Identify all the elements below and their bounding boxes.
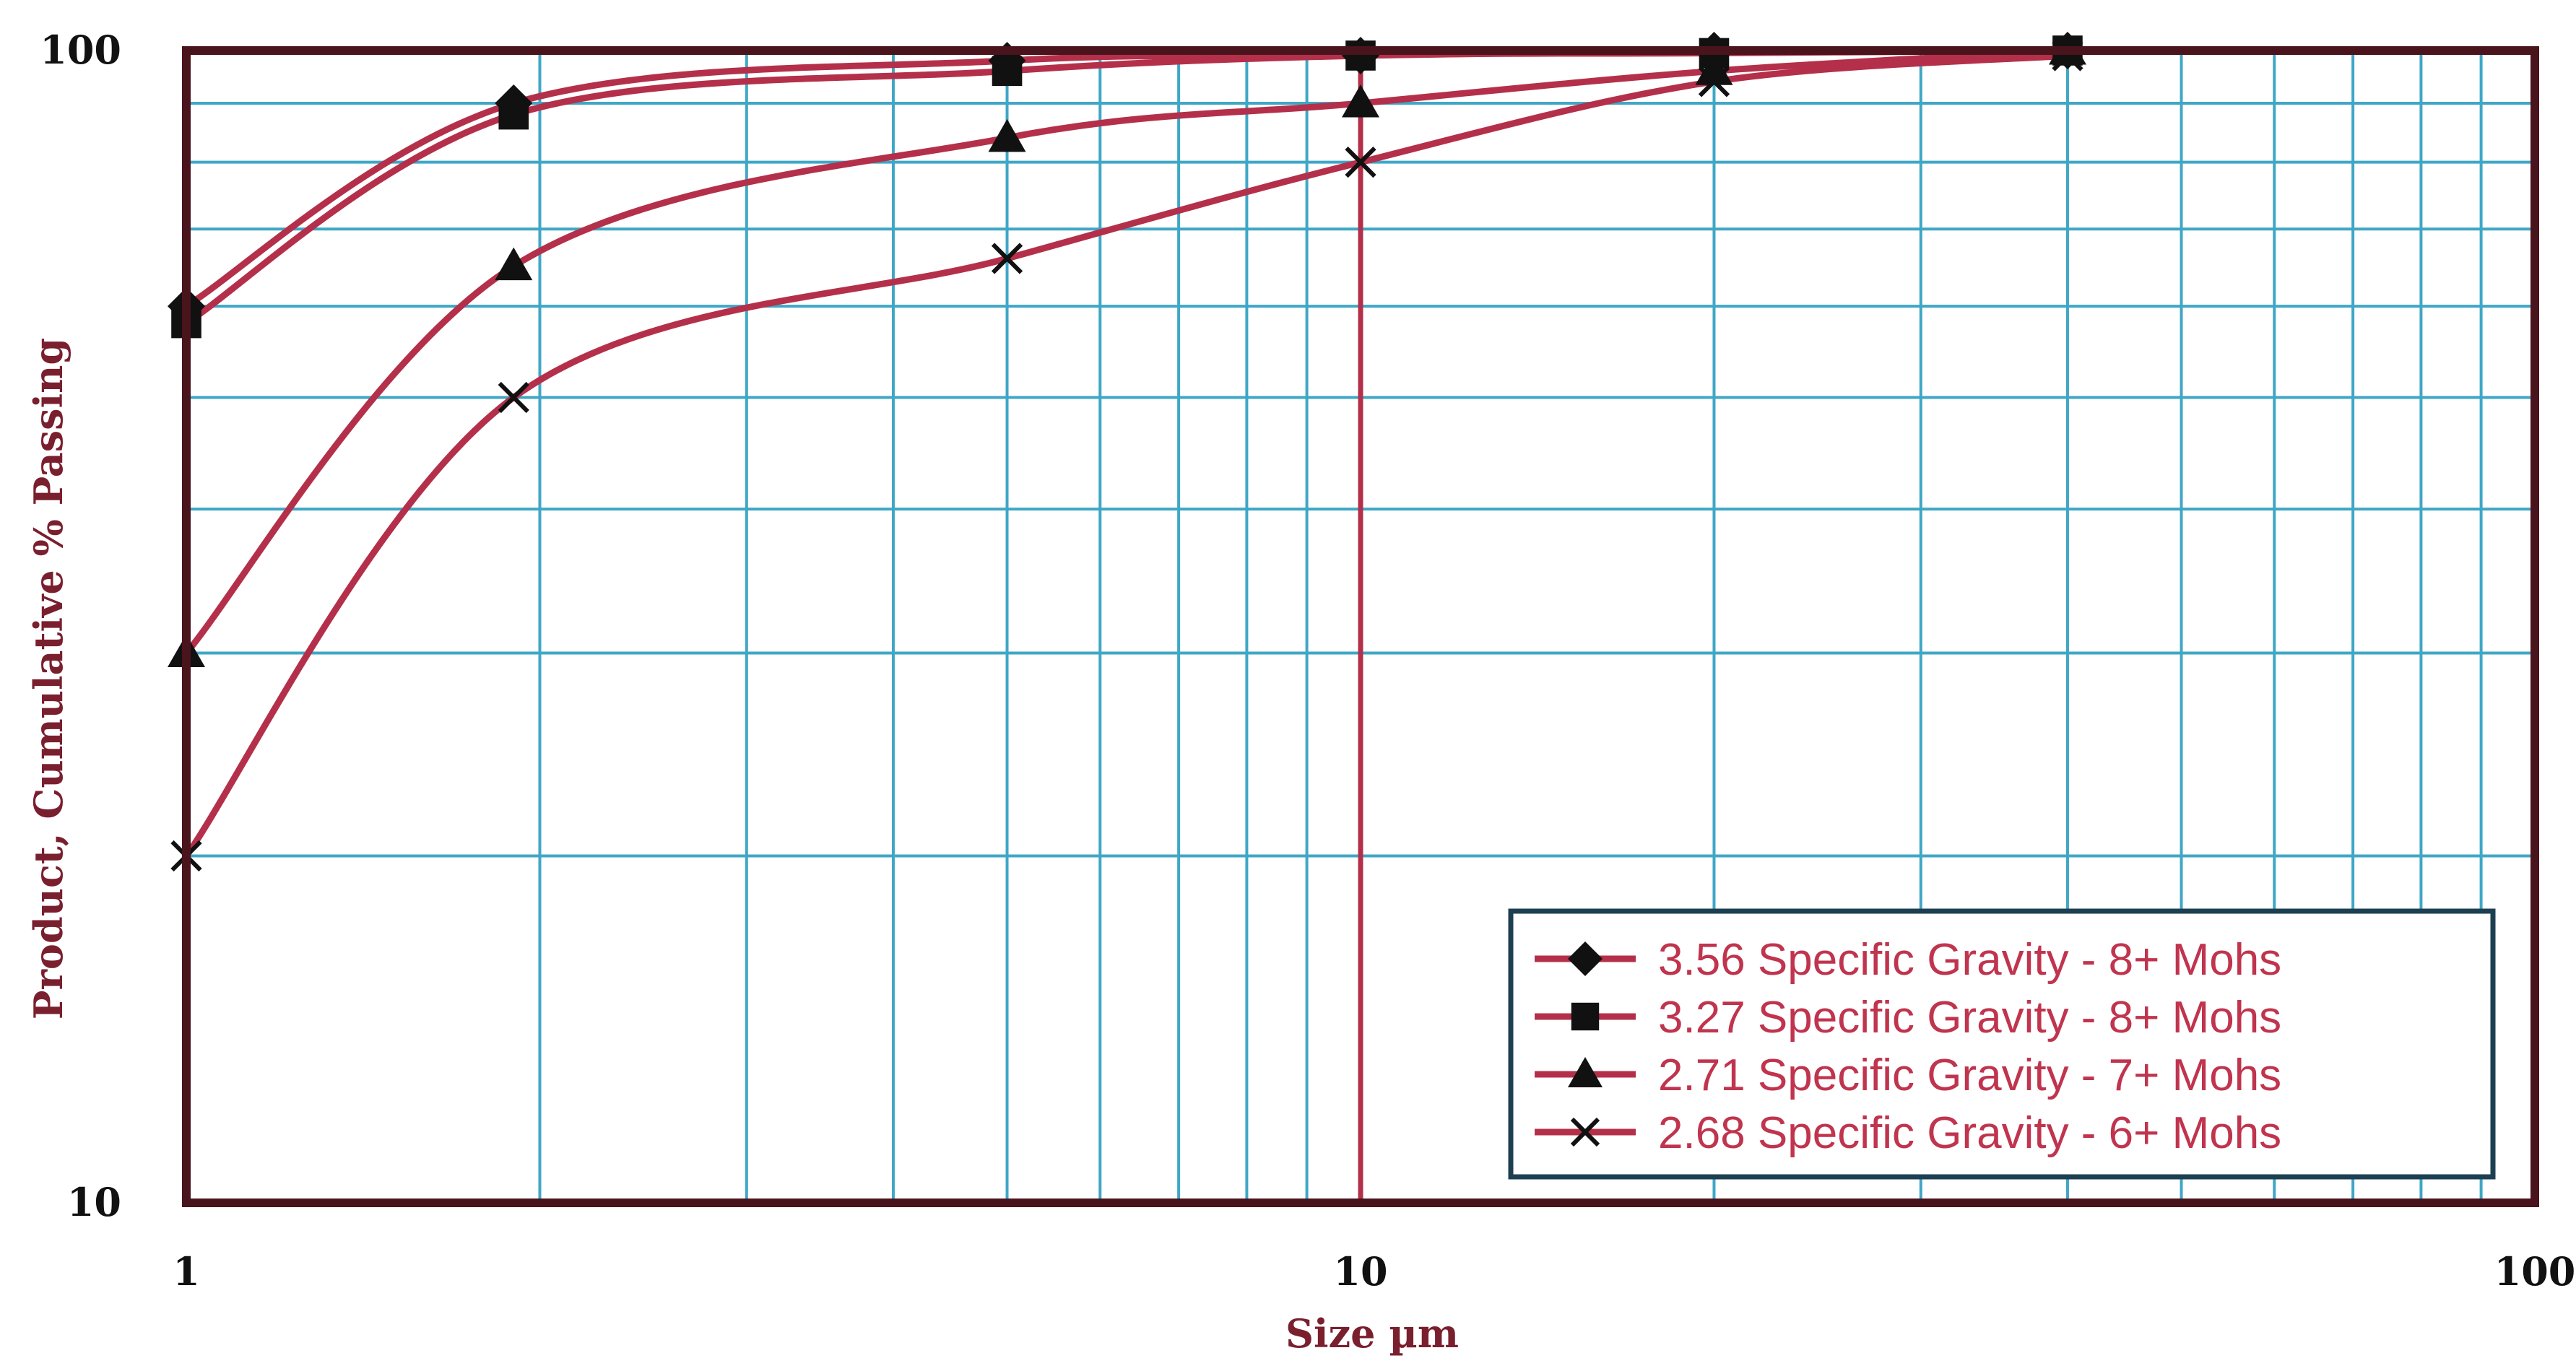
series-line [183,47,2071,656]
data-point-square [992,56,1023,87]
legend-marker-x [1570,1117,1600,1147]
tick-labels: 1 10 100 10 100 [40,27,2575,1295]
plot-frame [182,46,2539,1207]
series-markers [168,32,2086,872]
legend-box [1508,908,2496,1180]
data-point-triangle [1342,84,1379,118]
legend-label: 2.71 Specific Gravity - 7+ Mohs [1658,1050,2281,1100]
data-point-triangle [495,247,533,281]
legend-marker-triangle [1568,1057,1603,1087]
series-line [183,52,2071,860]
y-axis-title: Product, Cumulative % Passing [25,338,71,1019]
legend-marker-square [1571,1002,1600,1031]
legend-label: 3.27 Specific Gravity - 8+ Mohs [1658,993,2281,1043]
legend-label: 2.68 Specific Gravity - 6+ Mohs [1658,1108,2281,1158]
x-tick-label: 100 [2494,1248,2576,1295]
data-point-square [1345,40,1376,71]
data-point-x [2052,40,2083,71]
data-point-triangle [988,118,1026,152]
y-tick-label: 100 [40,27,121,73]
legend: 3.56 Specific Gravity - 8+ Mohs 3.27 Spec… [1508,908,2496,1180]
x-tick-label: 10 [1333,1248,1387,1295]
data-point-x [1698,66,1730,97]
y-tick-label: 10 [67,1179,121,1225]
x-tick-label: 1 [173,1248,200,1295]
data-point-x [1345,147,1376,178]
data-point-square [498,99,529,130]
data-point-x [498,381,529,414]
legend-label: 3.56 Specific Gravity - 8+ Mohs [1658,935,2281,985]
data-point-triangle [1695,52,1733,85]
legend-marker-diamond [1568,941,1603,976]
data-point-x [991,243,1023,274]
x-axis-title: Size µm [1285,1310,1459,1357]
